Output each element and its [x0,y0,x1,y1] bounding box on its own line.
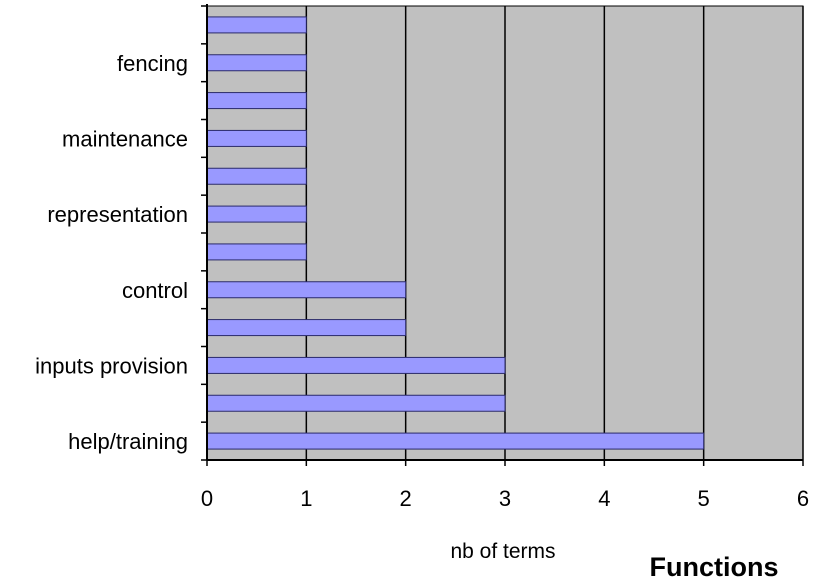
bar [206,243,307,261]
bar [206,281,407,299]
x-tick-label: 0 [201,486,213,511]
bars [206,16,705,450]
category-label: help/training [68,429,188,454]
bar [206,394,506,412]
bar [206,54,307,72]
x-tick-label: 4 [598,486,610,511]
x-axis-title: nb of terms [450,540,555,563]
chart-footer-title: Functions [650,552,779,582]
x-tick-label: 3 [499,486,511,511]
bar [206,432,705,450]
x-tick-label: 6 [797,486,809,511]
bar [206,319,407,337]
category-label: representation [47,202,188,227]
tick-labels: 0 1 2 3 4 5 6 [201,486,809,511]
category-label: control [122,278,188,303]
bar [206,92,307,110]
category-label: fencing [117,51,188,76]
x-tick-label: 1 [300,486,312,511]
x-tick-label: 5 [698,486,710,511]
bar [206,129,307,147]
x-tick-label: 2 [400,486,412,511]
bar [206,205,307,223]
axes [201,4,804,466]
category-label: inputs provision [35,353,188,378]
category-labels: fencing maintenance representation control i… [35,51,188,454]
category-label: maintenance [62,126,188,151]
bar [206,356,506,374]
bar [206,167,307,185]
bar [206,16,307,34]
gridlines [305,6,804,460]
